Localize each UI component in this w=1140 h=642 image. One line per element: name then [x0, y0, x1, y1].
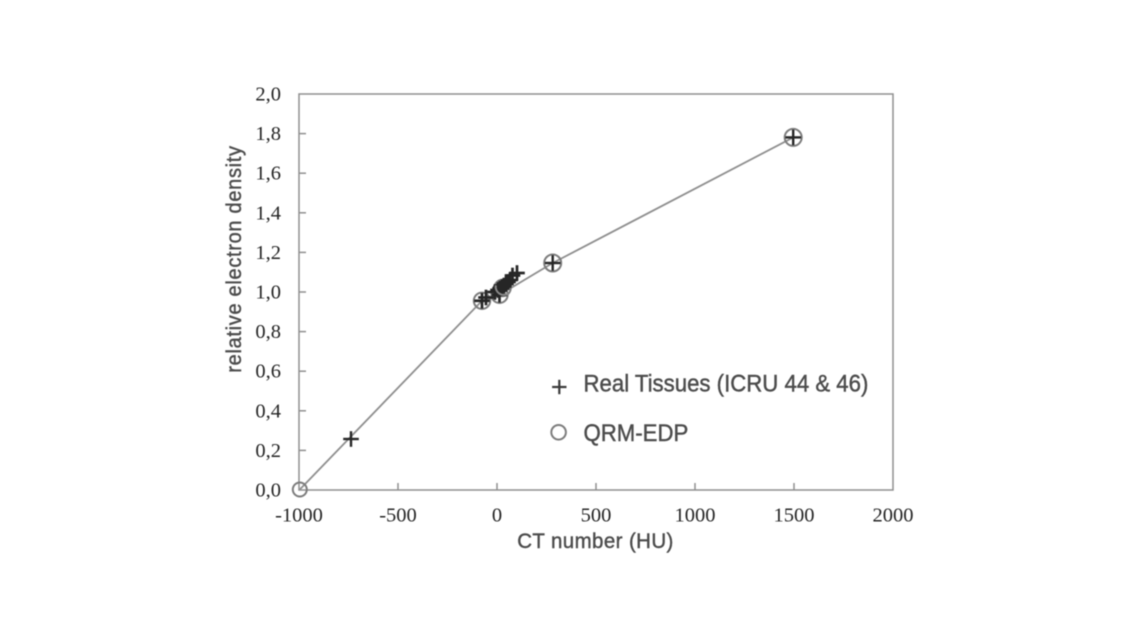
svg-text:1,4: 1,4: [255, 202, 281, 224]
svg-text:0,2: 0,2: [255, 440, 281, 462]
svg-text:-1000: -1000: [275, 505, 323, 527]
svg-text:1,8: 1,8: [255, 123, 281, 145]
svg-text:relative electron density: relative electron density: [222, 145, 246, 372]
svg-text:1,2: 1,2: [255, 242, 281, 264]
svg-text:0: 0: [492, 505, 502, 527]
svg-text:1500: 1500: [774, 505, 815, 527]
svg-text:1,0: 1,0: [255, 282, 281, 304]
svg-text:500: 500: [581, 505, 612, 527]
svg-text:QRM-EDP: QRM-EDP: [584, 419, 689, 446]
svg-text:2000: 2000: [873, 505, 914, 527]
svg-text:1,6: 1,6: [255, 163, 281, 185]
svg-text:0,4: 0,4: [255, 400, 281, 422]
svg-text:2,0: 2,0: [255, 84, 281, 106]
svg-text:Real Tissues (ICRU 44 & 46): Real Tissues (ICRU 44 & 46): [584, 370, 869, 397]
svg-text:-500: -500: [379, 505, 417, 527]
svg-text:0,6: 0,6: [255, 361, 281, 383]
svg-text:0,8: 0,8: [255, 321, 281, 343]
svg-text:CT number (HU): CT number (HU): [517, 530, 674, 554]
svg-text:0,0: 0,0: [255, 480, 281, 502]
svg-text:1000: 1000: [675, 505, 716, 527]
